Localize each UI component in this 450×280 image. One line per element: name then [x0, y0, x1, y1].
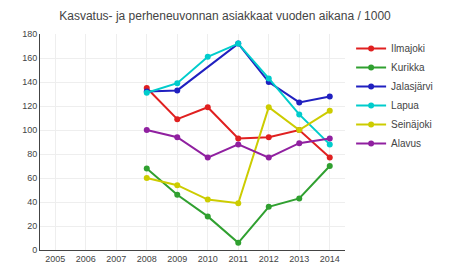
svg-text:Lapua: Lapua	[391, 100, 419, 111]
svg-text:2014: 2014	[320, 254, 340, 264]
svg-text:2010: 2010	[198, 254, 218, 264]
svg-text:2005: 2005	[45, 254, 65, 264]
svg-text:140: 140	[22, 77, 37, 87]
svg-text:40: 40	[27, 197, 37, 207]
svg-text:2013: 2013	[289, 254, 309, 264]
svg-text:Seinäjoki: Seinäjoki	[391, 119, 432, 130]
svg-text:2011: 2011	[229, 254, 248, 264]
svg-text:2007: 2007	[106, 254, 126, 264]
svg-text:2009: 2009	[167, 254, 187, 264]
svg-text:Kurikka: Kurikka	[391, 62, 425, 73]
svg-text:160: 160	[22, 53, 37, 63]
svg-text:120: 120	[22, 101, 37, 111]
svg-text:60: 60	[27, 173, 37, 183]
svg-text:Jalasjärvi: Jalasjärvi	[391, 81, 433, 92]
svg-text:80: 80	[27, 149, 37, 159]
svg-text:Alavus: Alavus	[391, 138, 421, 149]
svg-text:20: 20	[27, 221, 37, 231]
svg-text:Kasvatus- ja perheneuvonnan as: Kasvatus- ja perheneuvonnan asiakkaat vu…	[59, 9, 391, 23]
svg-text:2012: 2012	[259, 254, 279, 264]
svg-text:2006: 2006	[76, 254, 96, 264]
svg-text:Ilmajoki: Ilmajoki	[391, 43, 425, 54]
svg-text:2008: 2008	[137, 254, 157, 264]
svg-text:0: 0	[32, 245, 37, 255]
svg-text:180: 180	[22, 29, 37, 39]
svg-text:100: 100	[22, 125, 37, 135]
